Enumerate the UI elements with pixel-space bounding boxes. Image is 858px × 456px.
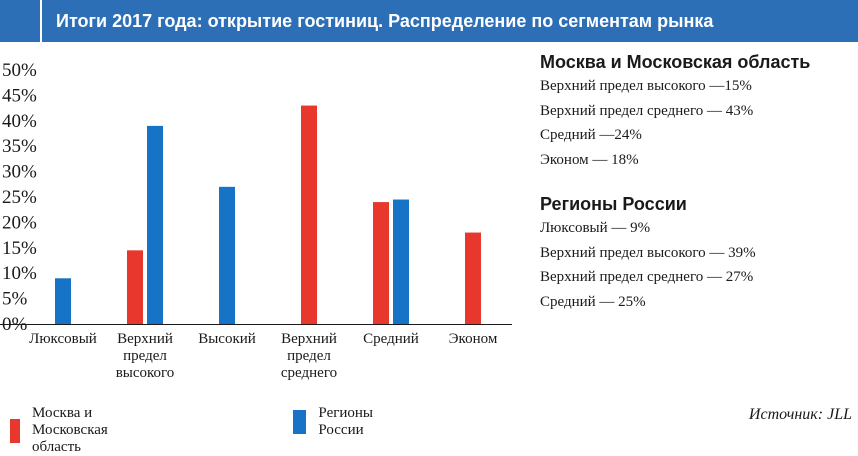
x-tick-label: Средний [363, 331, 419, 347]
bar-regions [393, 199, 409, 324]
summary-moscow-item: Средний —24% [540, 127, 642, 143]
bar-moscow [373, 202, 389, 324]
y-tick-label: 10% [2, 263, 37, 284]
bar-regions [147, 125, 163, 324]
bar-moscow [465, 232, 481, 324]
summary-regions-item: Люксовый — 9% [540, 220, 651, 236]
y-tick-label: 35% [2, 136, 37, 157]
bar-regions [219, 186, 235, 324]
summary-regions: Регионы России Люксовый — 9% Верхний пре… [540, 192, 850, 314]
header-bar [42, 0, 858, 42]
summary-moscow-item: Верхний предел среднего — 43% [540, 102, 754, 119]
legend-item-moscow: Москва и Московская область [10, 405, 120, 456]
legend-label-regions: Регионы России [318, 405, 374, 438]
summary-regions-item: Средний — 25% [540, 293, 646, 310]
bar-moscow [301, 105, 317, 324]
y-tick-label: 25% [2, 187, 37, 208]
summary-panel: Москва и Московская область Верхний пред… [540, 50, 850, 314]
legend-swatch-regions [293, 410, 307, 434]
x-tick-label: Высокий [198, 331, 256, 347]
y-tick-label: 15% [2, 238, 37, 259]
source-note: Источник: JLL [748, 406, 852, 423]
legend-item-regions: Регионы России [293, 405, 382, 439]
summary-moscow-item: Верхний предел высокого —15% [540, 78, 752, 94]
x-tick-label: Верхний предел высокого [116, 331, 175, 381]
legend-swatch-moscow [10, 418, 21, 443]
summary-moscow-heading: Москва и Московская область [540, 52, 811, 72]
summary-regions-item: Верхний предел среднего — 27% [540, 269, 754, 285]
header: Итоги 2017 года: открытие гостиниц. Расп… [0, 0, 858, 42]
y-tick-label: 30% [2, 162, 37, 183]
y-tick-label: 5% [2, 289, 28, 310]
y-tick-label: 50% [2, 60, 37, 81]
x-tick-label: Верхний предел среднего [281, 331, 337, 381]
y-tick-label: 20% [2, 212, 37, 233]
summary-regions-heading: Регионы России [540, 194, 687, 214]
bar-chart: 0%5%10%15%20%25%30%35%40%45%50%Люксовый В… [0, 60, 512, 381]
header-accent [0, 0, 40, 42]
y-tick-label: 45% [2, 85, 37, 106]
legend-label-moscow: Москва и Московская область [32, 405, 108, 455]
summary-moscow-item: Эконом — 18% [540, 151, 639, 168]
bar-regions [55, 278, 71, 324]
y-tick-label: 40% [2, 111, 37, 132]
bar-moscow [127, 250, 143, 324]
summary-moscow: Москва и Московская область Верхний пред… [540, 50, 850, 172]
x-tick-label: Люксовый [29, 331, 97, 347]
x-tick-label: Эконом [449, 331, 498, 347]
summary-regions-item: Верхний предел высокого — 39% [540, 244, 756, 261]
chart-title: Итоги 2017 года: открытие гостиниц. Расп… [56, 11, 714, 31]
